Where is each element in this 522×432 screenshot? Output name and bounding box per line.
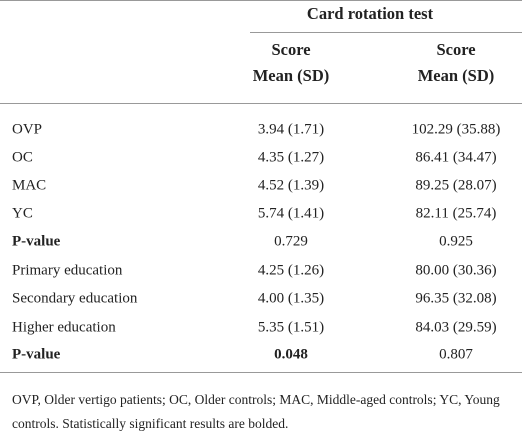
cell: 5.74 (1.41) (257, 205, 325, 222)
cell: 84.03 (29.59) (415, 319, 497, 336)
column-header: Score (436, 40, 476, 59)
row-label: Secondary education (12, 290, 138, 307)
cell: 3.94 (1.71) (257, 121, 325, 138)
cell: 82.11 (25.74) (415, 205, 497, 222)
group-header: Card rotation test (306, 4, 434, 23)
cell: 0.729 (274, 233, 308, 250)
cell: 5.35 (1.51) (257, 319, 325, 336)
rule (0, 0, 522, 1)
row-label: YC (12, 205, 33, 222)
row-label: P-value (12, 346, 61, 363)
cell: 0.807 (439, 346, 473, 363)
cell: 89.25 (28.07) (415, 177, 497, 194)
cell: 0.048 (274, 346, 308, 363)
row-label: Higher education (12, 319, 116, 336)
rule (0, 372, 522, 373)
cell: 102.29 (35.88) (411, 121, 501, 138)
rule (0, 103, 522, 104)
cell: 80.00 (30.36) (415, 262, 497, 279)
column-header: Mean (SD) (417, 66, 495, 85)
cell: 86.41 (34.47) (415, 149, 497, 166)
cell: 4.52 (1.39) (257, 177, 325, 194)
cell: 4.35 (1.27) (257, 149, 325, 166)
cell: 0.925 (439, 233, 473, 250)
row-label: OC (12, 149, 33, 166)
row-label: P-value (12, 233, 61, 250)
column-header: Mean (SD) (252, 66, 330, 85)
row-label: MAC (12, 177, 47, 194)
cell: 4.25 (1.26) (257, 262, 325, 279)
cell: 96.35 (32.08) (415, 290, 497, 307)
row-label: OVP (12, 121, 43, 138)
footnote: OVP, Older vertigo patients; OC, Older c… (12, 392, 500, 407)
column-header: Score (271, 40, 311, 59)
rule (250, 32, 522, 33)
footnote: controls. Statistically significant resu… (12, 416, 289, 431)
cell: 4.00 (1.35) (257, 290, 325, 307)
row-label: Primary education (12, 262, 123, 279)
